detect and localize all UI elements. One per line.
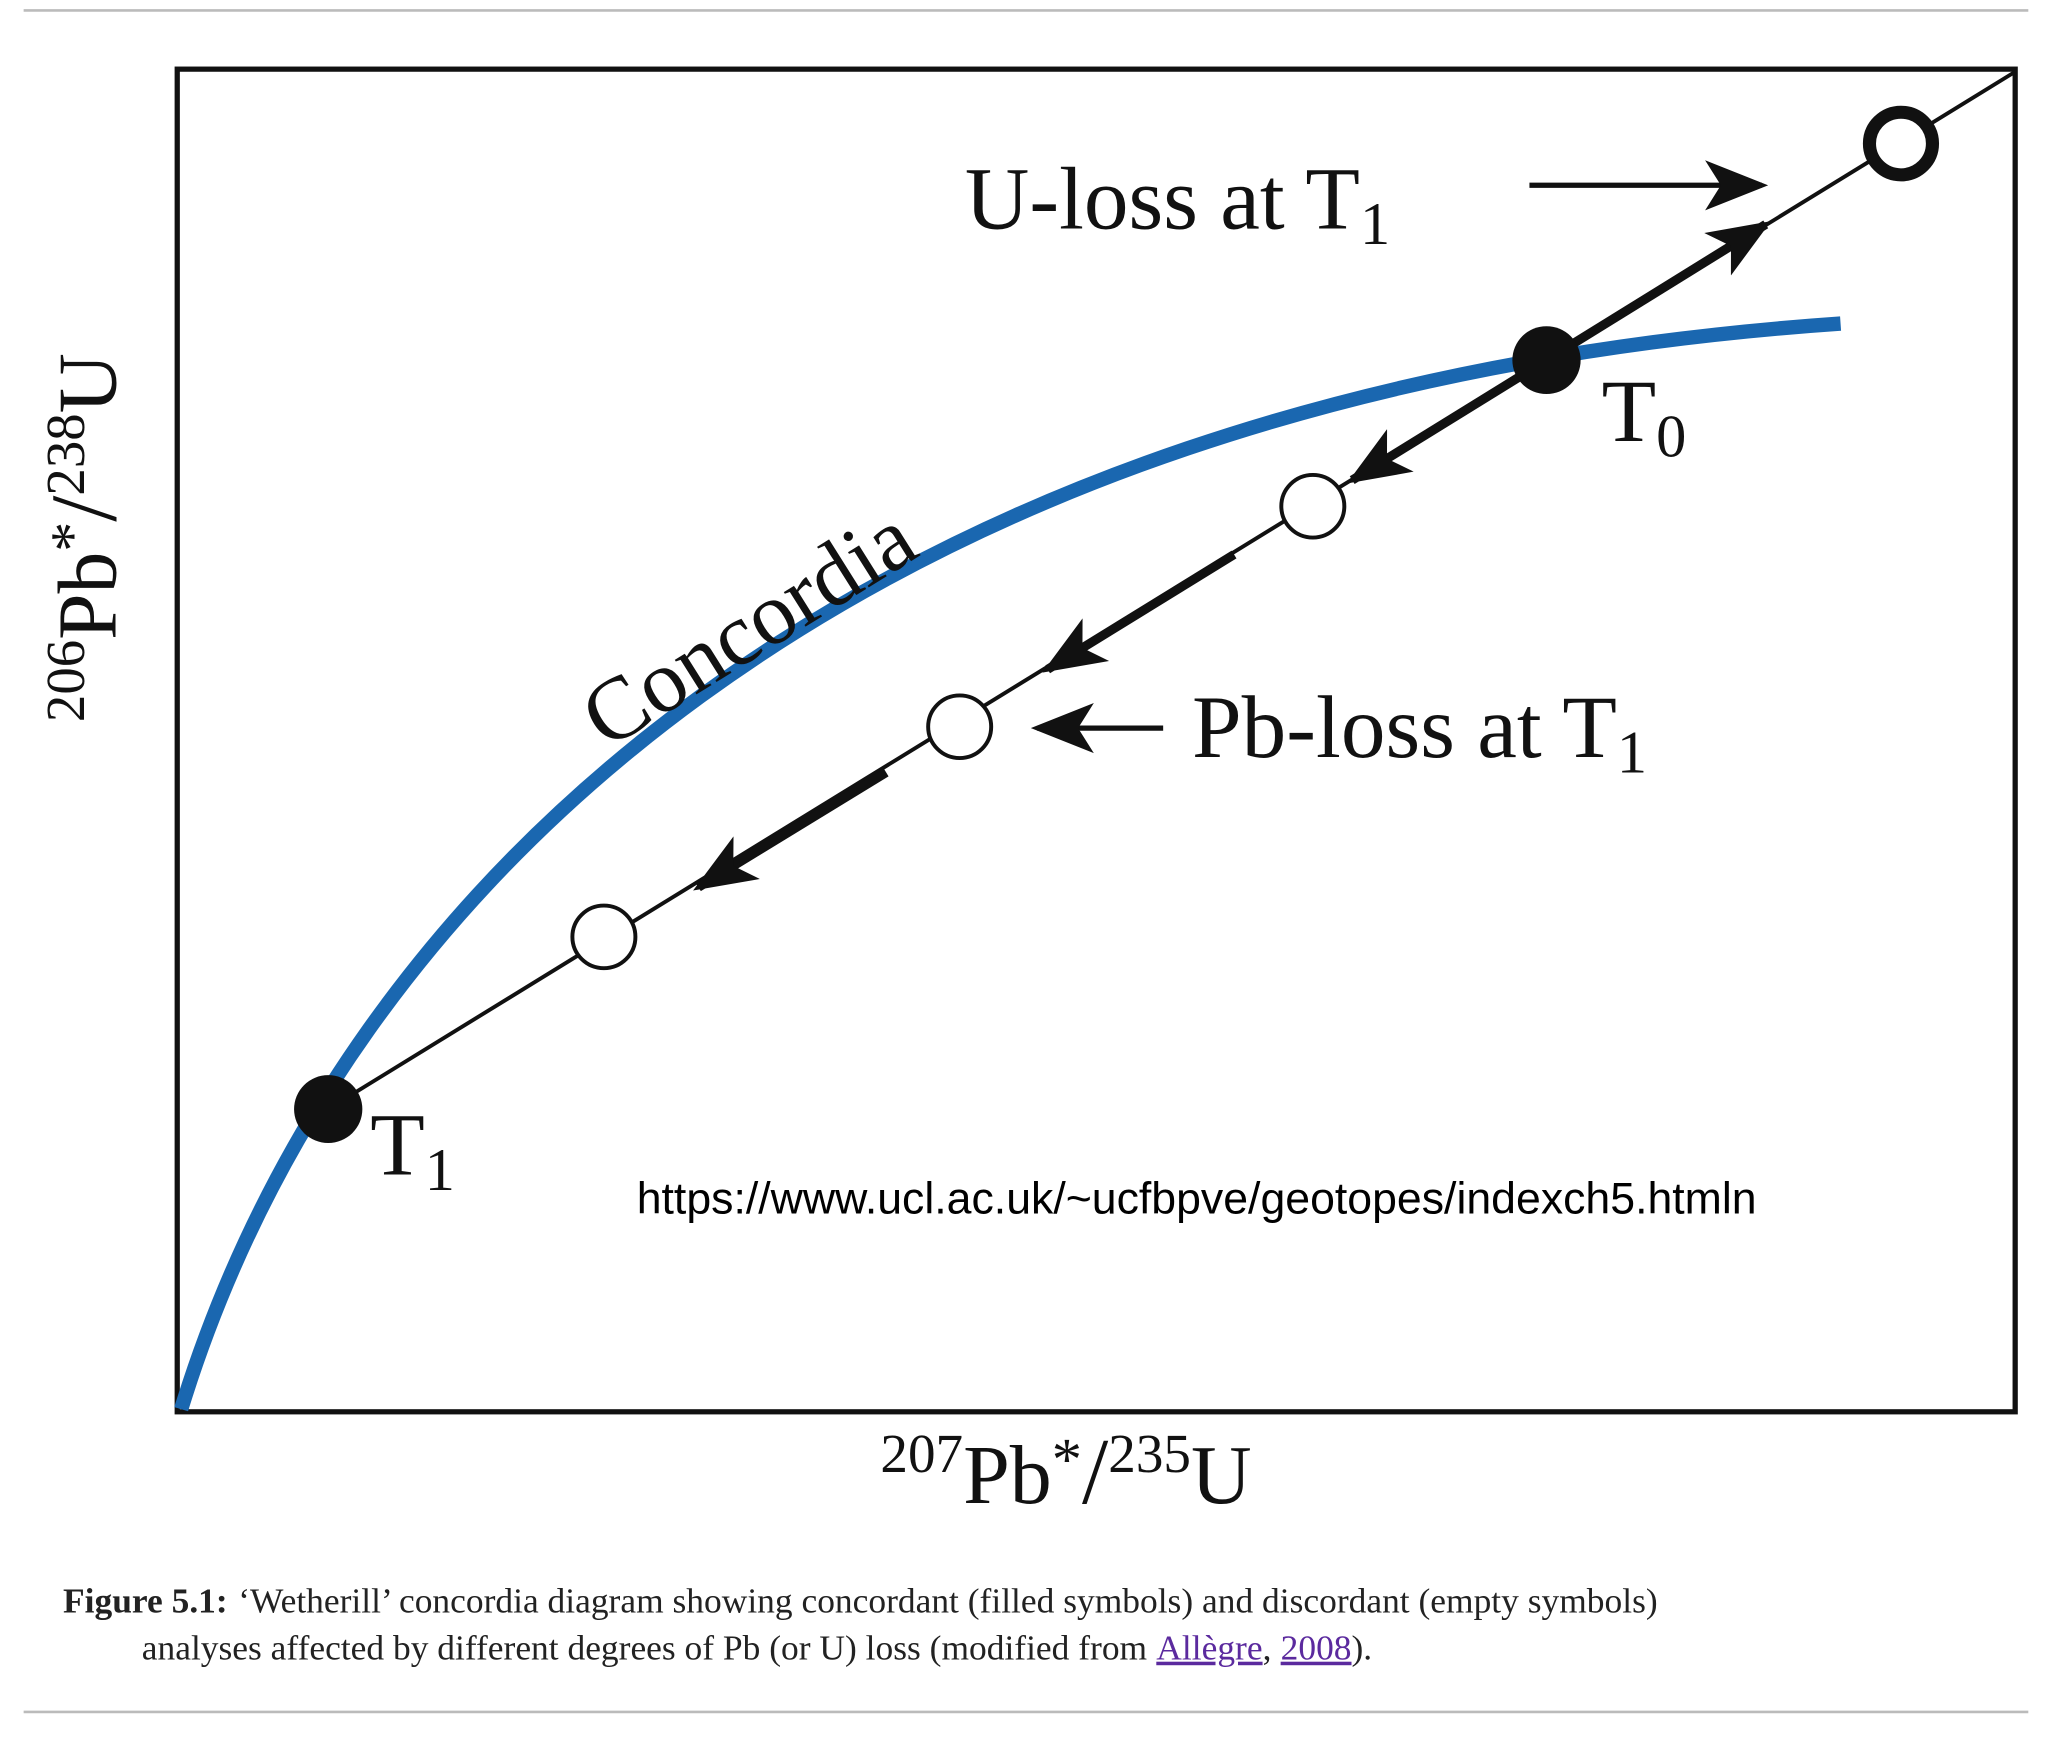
element: Pb xyxy=(41,552,134,640)
discordant-point xyxy=(570,903,638,971)
concordia-curve xyxy=(174,316,1842,1412)
element: U xyxy=(1191,1429,1252,1522)
discordant-point xyxy=(1862,105,1940,182)
label-subscript: 1 xyxy=(1360,191,1390,258)
pb-loss-arrow xyxy=(1346,356,1549,485)
label-text: T xyxy=(370,1097,425,1195)
caption-text: analyses affected by different degrees o… xyxy=(142,1629,1147,1668)
u-loss-arrow xyxy=(1544,220,1772,365)
concordia-label: Concordia xyxy=(565,489,932,768)
citation-link[interactable]: Allègre xyxy=(1156,1629,1262,1668)
source-url: https://www.ucl.ac.uk/~ucfbpve/geotopes/… xyxy=(637,1175,1757,1224)
label-text: U-loss at T xyxy=(965,151,1360,249)
t0-label: T0 xyxy=(1602,363,1687,470)
y-axis-label: 206Pb*/238U xyxy=(32,353,136,722)
pb-loss-label: Pb-loss at T1 xyxy=(1192,679,1647,786)
mass-number: 235 xyxy=(1108,1423,1191,1484)
slash: / xyxy=(32,495,136,522)
pb-loss-arrow xyxy=(693,768,889,892)
label-subscript: 1 xyxy=(1617,720,1647,787)
concordant-point xyxy=(1512,326,1581,395)
label-text: Pb-loss at T xyxy=(1192,679,1617,777)
mass-number: 206 xyxy=(35,640,96,722)
mass-number: 238 xyxy=(35,413,96,495)
discordant-point xyxy=(926,693,994,761)
discordant-point xyxy=(1279,472,1347,540)
caption-label: Figure 5.1: xyxy=(63,1582,228,1621)
citation-link[interactable]: 2008 xyxy=(1281,1629,1352,1668)
caption-line: Figure 5.1: ‘Wetherill’ concordia diagram… xyxy=(63,1582,1658,1621)
concordant-point xyxy=(294,1075,363,1144)
caption-text: ). xyxy=(1352,1629,1373,1668)
caption-text: , xyxy=(1263,1629,1272,1668)
element: U xyxy=(41,353,134,413)
u-loss-label: U-loss at T1 xyxy=(965,151,1390,258)
pb-loss-arrow xyxy=(1042,550,1237,674)
element: Pb xyxy=(963,1429,1052,1522)
label-subscript: 0 xyxy=(1656,404,1686,471)
label-subscript: 1 xyxy=(425,1137,455,1204)
star: * xyxy=(1052,1427,1082,1494)
t1-label: T1 xyxy=(370,1097,455,1204)
slash: / xyxy=(1082,1420,1109,1524)
mass-number: 207 xyxy=(880,1423,963,1484)
x-axis-label: 207Pb*/235U xyxy=(880,1420,1251,1524)
label-text: T xyxy=(1602,363,1657,461)
caption-text: ‘Wetherill’ concordia diagram showing co… xyxy=(238,1582,1657,1621)
star: * xyxy=(39,522,106,552)
caption-line: analyses affected by different degrees o… xyxy=(142,1629,1372,1668)
plot-frame xyxy=(174,66,2018,1415)
